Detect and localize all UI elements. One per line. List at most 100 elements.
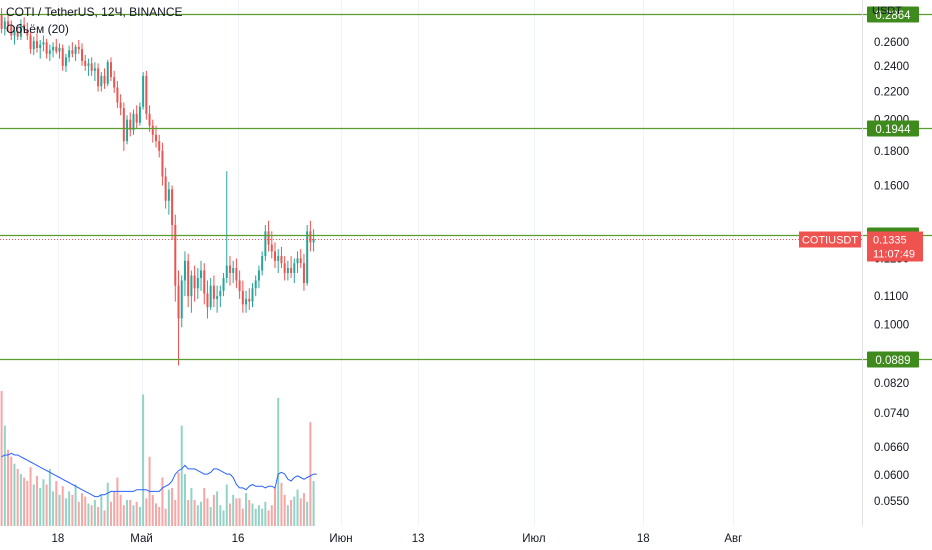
candle [148, 105, 151, 132]
y-tick-label: 0.1800 [874, 146, 909, 158]
volume-bar [109, 501, 112, 526]
candle-body [200, 270, 203, 278]
candle-body [26, 30, 29, 36]
volume-bar [45, 484, 48, 526]
candle-body [290, 268, 293, 273]
volume-ma-line [1, 452, 317, 498]
volume-bar [135, 501, 138, 526]
volume-bar [48, 468, 51, 526]
volume-bar [3, 425, 6, 526]
candle-body [113, 77, 116, 88]
level-tag-text: 0.1944 [875, 124, 911, 136]
candle-body [306, 231, 309, 284]
candle [116, 81, 119, 109]
candle-body [203, 270, 206, 294]
candle [119, 94, 122, 116]
volume-bar [238, 498, 241, 526]
volume-bar [293, 496, 296, 526]
candle [206, 280, 209, 319]
y-tick-label: 0.1600 [874, 181, 909, 193]
candle [100, 72, 103, 92]
candle-body [81, 49, 84, 61]
volume-bar [113, 491, 116, 526]
y-tick-label: 0.2600 [874, 37, 909, 49]
level-tag-text: 0.2864 [875, 10, 911, 22]
candle-body [19, 24, 22, 37]
candle [183, 251, 186, 297]
volume-bar [296, 489, 299, 526]
candle-body [48, 50, 51, 54]
candle-body [225, 265, 228, 278]
candle [90, 57, 93, 76]
volume-bar [26, 481, 29, 526]
candle [35, 33, 38, 53]
candle-body [274, 251, 277, 261]
candle-body [0, 15, 3, 29]
y-tick-label: 0.2200 [874, 87, 909, 99]
volume-bar [280, 482, 283, 526]
volume-bar [167, 489, 170, 526]
volume-bar [274, 487, 277, 526]
candle-body [10, 25, 13, 36]
candle [87, 58, 90, 76]
candle-body [138, 106, 141, 123]
volume-bar [23, 477, 26, 526]
candle [84, 55, 87, 71]
volume-bar [164, 508, 167, 526]
volume-bar [241, 508, 244, 526]
y-tick-label: 0.0600 [874, 470, 909, 482]
volume-bar [235, 498, 238, 526]
candle-body [238, 280, 241, 291]
price-axis: 0.26000.24000.22000.20000.18000.16000.12… [874, 37, 909, 508]
volume-bar [119, 494, 122, 526]
symbol-title[interactable]: COTI / TetherUS, 12Ч, BINANCE [6, 5, 183, 19]
candle [261, 251, 264, 276]
volume-bar [13, 463, 16, 526]
volume-bar [203, 487, 206, 526]
candle-body [209, 285, 212, 308]
x-tick-label: Авг [724, 533, 742, 545]
candle [29, 31, 32, 54]
candle-body [132, 113, 135, 131]
volume-bar [200, 501, 203, 526]
candle-body [261, 256, 264, 271]
candle [64, 53, 67, 73]
volume-bar [177, 472, 180, 526]
volume-bar [35, 475, 38, 526]
candle-body [151, 125, 154, 135]
volume-bar [151, 494, 154, 526]
candle [274, 242, 277, 269]
candle [190, 270, 193, 313]
volume-bar [58, 494, 61, 526]
candle-body [180, 280, 183, 319]
volume-bar [87, 503, 90, 526]
candle [3, 17, 6, 36]
volume-bar [171, 487, 174, 526]
candle [23, 17, 26, 34]
volume-bar [277, 397, 280, 526]
volume-bar [29, 467, 32, 526]
candle-body [167, 189, 170, 201]
level-tag-text: 0.0889 [875, 355, 910, 367]
candle-body [219, 290, 222, 297]
candle [122, 102, 125, 151]
candle [97, 63, 100, 92]
candle-body [293, 263, 296, 273]
volume-indicator-label[interactable]: Объём (20) [6, 22, 69, 36]
y-tick-label: 0.0550 [874, 496, 909, 508]
volume-bar [116, 477, 119, 526]
candle-body [35, 41, 38, 48]
volume-bar [32, 484, 35, 526]
candle [45, 38, 48, 59]
candle-body [52, 46, 55, 51]
candle-body [309, 231, 312, 243]
candle [293, 258, 296, 284]
candle-body [283, 263, 286, 273]
candle [306, 224, 309, 286]
candle [93, 62, 96, 82]
y-tick-label: 0.0740 [874, 408, 909, 420]
candle [180, 275, 183, 328]
currency-label[interactable]: USDT [872, 5, 902, 17]
candle-body [55, 46, 58, 52]
